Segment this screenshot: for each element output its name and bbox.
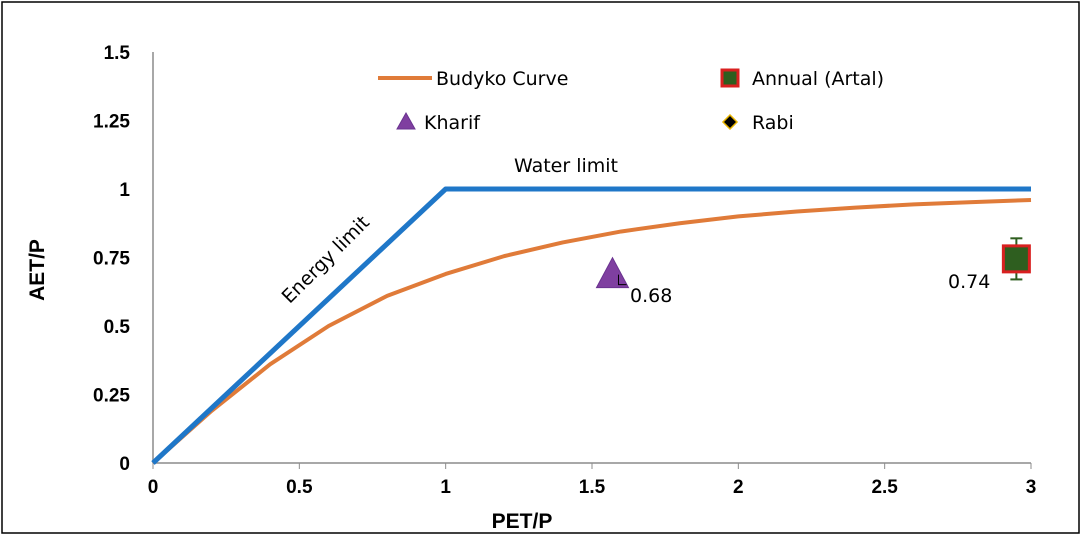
limit-line [151,186,1031,465]
y-tick-label: 0.5 [104,317,131,338]
markers-layer [595,237,1031,289]
y-tick-label: 1.25 [93,112,130,133]
x-tick-label: 1.5 [579,477,606,498]
annotation-kharif-value: 0.68 [630,285,672,307]
x-tick-label: 0 [148,477,159,498]
legend-swatch-rabi [721,113,739,131]
series-layer [151,186,1032,465]
x-tick-label: 0.5 [286,477,313,498]
kharif-point [595,256,630,289]
x-tick-label: 2 [733,477,744,498]
y-axis-title: AET/P [26,239,49,301]
annotation-water-limit: Water limit [514,155,618,177]
y-tick-label: 1.5 [104,43,131,64]
tick-labels: 0 0.5 1 1.5 2 2.5 3 0 0.25 0.5 0.75 1 1.25 1.5 [93,43,1036,498]
y-tick-label: 0.75 [93,249,130,270]
x-tick-label: 3 [1026,477,1037,498]
x-tick-label: 2.5 [871,477,898,498]
y-tick-label: 0.25 [93,386,130,407]
budyko-curve-line [151,197,1032,465]
annual-artal-point [1001,244,1031,274]
annotation-annual-value: 0.74 [948,271,990,293]
legend-swatch-kharif [396,111,416,130]
x-axis-title: PET/P [492,510,553,533]
kharif-label-leader [617,274,627,286]
legend: Budyko Curve Annual (Artal) Kharif Rabi [378,68,884,134]
legend-label-rabi: Rabi [752,112,794,134]
legend-label-budyko: Budyko Curve [436,68,568,90]
legend-swatch-annual [720,68,740,88]
legend-label-annual: Annual (Artal) [752,68,884,90]
y-tick-label: 1 [119,180,130,201]
y-tick-label: 0 [119,454,130,475]
x-tick-label: 1 [440,477,451,498]
legend-label-kharif: Kharif [424,112,481,134]
